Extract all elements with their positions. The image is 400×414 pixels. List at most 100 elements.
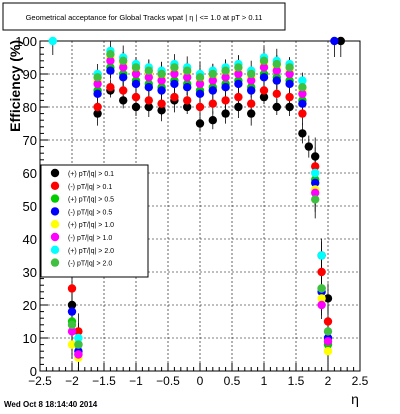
data-point — [323, 327, 333, 336]
legend-marker — [50, 207, 60, 216]
data-point — [221, 73, 230, 82]
data-point — [74, 333, 83, 343]
data-point — [131, 92, 141, 102]
data-point — [247, 86, 256, 95]
legend-label: (-) pT/|q| > 0.1 — [68, 184, 112, 191]
data-point — [298, 99, 307, 108]
data-point — [170, 63, 179, 72]
data-point — [285, 92, 294, 102]
y-tick-label: 50 — [23, 199, 37, 214]
y-tick-label: 40 — [23, 232, 37, 247]
data-point — [311, 178, 320, 188]
data-point — [317, 294, 326, 303]
data-point — [93, 73, 102, 82]
data-point — [131, 63, 141, 72]
data-point — [208, 116, 217, 125]
data-point — [208, 69, 217, 79]
y-tick-label: 30 — [23, 265, 37, 280]
data-point — [234, 63, 243, 72]
data-point — [221, 66, 230, 75]
data-point — [298, 109, 307, 118]
x-tick-label: −1 — [129, 374, 143, 388]
data-point — [67, 320, 77, 329]
data-point — [285, 79, 294, 89]
data-point — [157, 69, 166, 79]
y-tick-label: 90 — [23, 67, 37, 82]
y-tick-label: 20 — [23, 298, 37, 313]
legend-label: (+) pT/|q| > 0.5 — [68, 197, 114, 204]
data-point — [131, 102, 141, 112]
data-point — [157, 86, 166, 95]
x-tick-label: 1 — [261, 374, 268, 388]
data-point — [208, 99, 217, 108]
data-point — [234, 102, 243, 112]
y-axis-label: Efficiency (%) — [7, 40, 23, 132]
data-point — [195, 119, 205, 128]
legend-marker — [50, 194, 60, 203]
data-point — [195, 73, 205, 82]
y-tick-label: 80 — [23, 100, 37, 115]
data-point — [93, 89, 102, 99]
data-point — [119, 86, 128, 95]
data-point — [67, 340, 77, 349]
data-point — [311, 162, 320, 171]
data-point — [311, 152, 320, 161]
legend-marker — [50, 168, 60, 178]
data-point — [247, 76, 256, 85]
legend-marker — [50, 220, 60, 229]
data-point — [259, 92, 269, 102]
data-point — [157, 76, 166, 85]
x-tick-label: 1.5 — [288, 374, 305, 388]
legend-label: (-) pT/|q| > 1.0 — [68, 235, 112, 242]
data-point — [234, 69, 243, 79]
data-point — [183, 66, 192, 75]
data-point — [144, 66, 153, 75]
data-point — [304, 142, 313, 151]
data-point — [93, 102, 102, 112]
legend-label: (-) pT/|q| > 2.0 — [68, 261, 112, 268]
data-point — [144, 83, 153, 92]
legend-label: (+) pT/|q| > 2.0 — [68, 248, 114, 255]
data-point — [170, 79, 179, 89]
data-point — [106, 56, 115, 65]
data-point — [93, 109, 102, 118]
data-point — [317, 300, 326, 310]
data-point — [272, 102, 281, 112]
data-point — [106, 50, 115, 59]
data-point — [106, 66, 115, 75]
data-point — [144, 96, 153, 105]
data-point — [259, 86, 269, 95]
legend-label: (+) pT/|q| > 1.0 — [68, 222, 114, 229]
data-series — [48, 36, 345, 362]
data-point — [208, 76, 217, 85]
data-point — [298, 89, 307, 99]
x-tick-label: 0.5 — [224, 374, 241, 388]
x-tick-label: −1.5 — [92, 374, 116, 388]
y-tick-label: 70 — [23, 133, 37, 148]
data-point — [119, 56, 128, 65]
data-point — [144, 73, 153, 82]
data-point — [183, 73, 192, 82]
x-tick-label: 2.5 — [352, 374, 369, 388]
footer-timestamp: Wed Oct 8 18:14:40 2014 — [4, 400, 98, 409]
data-point — [311, 195, 320, 204]
data-point — [234, 92, 243, 102]
data-point — [234, 79, 243, 89]
x-axis-label: η — [351, 391, 359, 407]
data-point — [170, 69, 179, 79]
data-point — [74, 350, 83, 359]
data-point — [48, 36, 57, 46]
legend-label: (+) pT/|q| > 0.1 — [68, 171, 114, 178]
data-point — [330, 36, 339, 46]
title-box — [2, 2, 286, 31]
chart-title: Geometrical acceptance for Global Tracks… — [26, 13, 263, 22]
x-tick-label: −0.5 — [156, 374, 180, 388]
data-point — [119, 73, 128, 82]
x-tick-label: 2 — [325, 374, 332, 388]
data-point — [285, 69, 294, 79]
data-point — [317, 267, 326, 277]
data-point — [221, 83, 230, 92]
data-point — [74, 327, 83, 336]
data-point — [106, 83, 115, 92]
